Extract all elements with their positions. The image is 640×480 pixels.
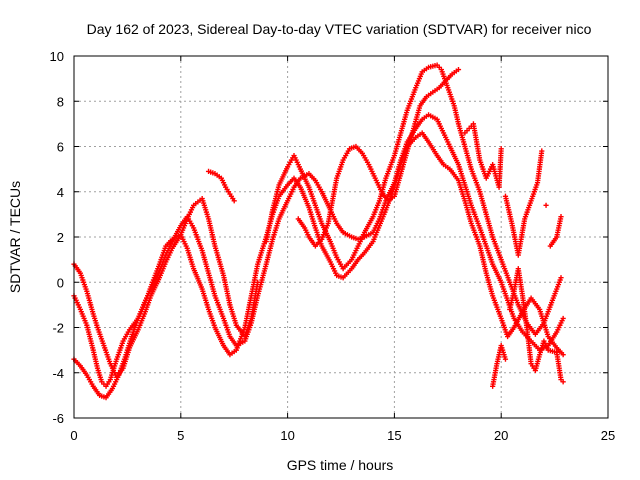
- y-tick-label: 8: [57, 94, 64, 109]
- x-tick-label: 10: [280, 428, 294, 443]
- data-point: [231, 198, 237, 204]
- y-tick-label: 2: [57, 230, 64, 245]
- y-axis: -6 -4 -2 0 2 4 6 8 10: [50, 49, 608, 426]
- data-point: [560, 352, 566, 358]
- data-point: [560, 315, 566, 322]
- x-axis: 0 5 10 15 20 25: [70, 56, 615, 443]
- data-point: [543, 202, 549, 208]
- y-tick-label: 6: [57, 140, 64, 155]
- x-axis-title: GPS time / hours: [287, 457, 394, 473]
- chart-title: Day 162 of 2023, Sidereal Day-to-day VTE…: [87, 21, 592, 37]
- x-tick-label: 25: [601, 428, 615, 443]
- grid: [74, 56, 608, 418]
- y-tick-label: -6: [52, 411, 64, 426]
- y-tick-label: 4: [57, 185, 64, 200]
- data-point: [558, 214, 564, 220]
- data-marks: [71, 62, 566, 401]
- y-tick-label: -4: [52, 366, 64, 381]
- data-point: [558, 275, 564, 281]
- y-axis-title: SDTVAR / TECUs: [7, 181, 23, 293]
- x-tick-label: 15: [387, 428, 401, 443]
- x-tick-label: 0: [70, 428, 77, 443]
- data-point: [560, 379, 566, 385]
- x-tick-label: 5: [177, 428, 184, 443]
- data-point: [502, 356, 509, 362]
- data-point: [539, 148, 545, 154]
- data-point: [498, 146, 504, 152]
- y-tick-label: -2: [52, 321, 64, 336]
- y-tick-label: 0: [57, 275, 64, 290]
- y-tick-label: 10: [50, 49, 64, 64]
- data-point: [455, 66, 462, 73]
- x-tick-label: 20: [494, 428, 508, 443]
